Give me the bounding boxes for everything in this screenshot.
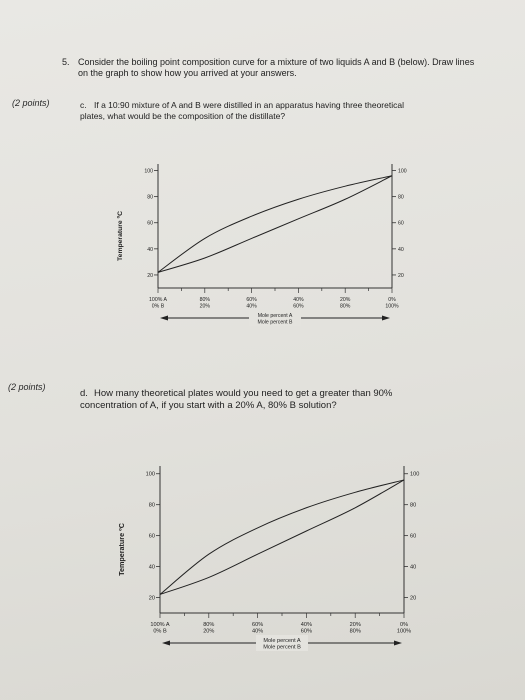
y-tick-label-right: 80 <box>410 503 416 509</box>
x-axis-label-b: Mole percent B <box>263 645 301 651</box>
x-tick-label-a: 40% <box>293 297 304 303</box>
y-tick-label-left: 80 <box>147 195 153 201</box>
x-tick-label-b: 80% <box>340 304 351 310</box>
x-tick-label-b: 100% <box>397 629 411 635</box>
y-tick-label-left: 20 <box>149 596 155 602</box>
y-tick-label-right: 40 <box>398 247 404 253</box>
question-text: Consider the boiling point composition c… <box>78 57 475 78</box>
x-tick-label-a: 40% <box>301 622 312 628</box>
x-tick-label-a: 60% <box>246 297 257 303</box>
part-c-points: (2 points) <box>12 98 50 108</box>
y-axis-label: Temperature ºC <box>117 523 126 576</box>
part-d-question: d. How many theoretical plates would you … <box>80 388 450 412</box>
y-tick-label-right: 100 <box>398 169 407 175</box>
y-tick-label-right: 60 <box>398 221 404 227</box>
x-axis-label-a: Mole percent A <box>258 313 293 319</box>
x-tick-label-b: 80% <box>350 629 361 635</box>
part-c-question: c. If a 10:90 mixture of A and B were dis… <box>80 100 410 121</box>
x-tick-label-a: 80% <box>203 622 214 628</box>
x-label-backdrop <box>249 310 301 326</box>
x-tick-label-a: 100% A <box>150 622 170 628</box>
part-d-text: How many theoretical plates would you ne… <box>80 388 393 411</box>
y-tick-label-right: 40 <box>410 565 416 571</box>
x-tick-label-b: 20% <box>200 304 211 310</box>
x-label-backdrop <box>256 635 308 651</box>
x-axis-arrow-left <box>162 640 170 646</box>
y-tick-label-right: 60 <box>410 534 416 540</box>
x-tick-label-b: 20% <box>203 629 214 635</box>
x-tick-label-a: 80% <box>200 297 211 303</box>
x-axis-label-a: Mole percent A <box>263 638 301 644</box>
x-tick-label-b: 40% <box>252 629 263 635</box>
x-tick-label-a: 20% <box>340 297 351 303</box>
part-d-letter: d. <box>80 388 88 399</box>
x-tick-label-b: 0% B <box>153 629 167 635</box>
y-tick-label-right: 20 <box>410 596 416 602</box>
part-d-points: (2 points) <box>8 382 46 392</box>
liquid-curve <box>157 175 393 273</box>
x-tick-label-b: 100% <box>385 304 399 310</box>
x-axis-arrow-right <box>382 315 390 321</box>
x-tick-label-b: 60% <box>301 629 312 635</box>
x-axis-arrow-left <box>160 315 168 321</box>
part-c-text: If a 10:90 mixture of A and B were disti… <box>80 100 404 121</box>
x-tick-label-a: 0% <box>400 622 408 628</box>
y-axis-label: Temperature ºC <box>117 211 124 261</box>
x-tick-label-a: 20% <box>350 622 361 628</box>
x-tick-label-b: 0% B <box>152 304 165 310</box>
x-tick-label-a: 60% <box>252 622 263 628</box>
x-tick-label-b: 60% <box>293 304 304 310</box>
x-axis-arrow-right <box>394 640 402 646</box>
y-tick-label-right: 100 <box>410 472 419 478</box>
y-tick-label-left: 20 <box>147 273 153 279</box>
vapor-curve <box>157 175 393 273</box>
y-tick-label-left: 100 <box>144 169 153 175</box>
x-axis-label-b: Mole percent B <box>258 320 293 326</box>
y-tick-label-left: 40 <box>149 565 155 571</box>
y-tick-label-left: 100 <box>146 472 155 478</box>
x-tick-label-b: 40% <box>246 304 257 310</box>
y-tick-label-left: 60 <box>147 221 153 227</box>
y-tick-label-right: 80 <box>398 195 404 201</box>
y-tick-label-left: 40 <box>147 247 153 253</box>
y-tick-label-right: 20 <box>398 273 404 279</box>
vapor-curve <box>159 479 405 595</box>
y-tick-label-left: 80 <box>149 503 155 509</box>
liquid-curve <box>159 479 405 595</box>
x-tick-label-a: 100% A <box>149 297 167 303</box>
question-number: 5. <box>62 57 70 67</box>
part-c-letter: c. <box>80 100 87 110</box>
y-tick-label-left: 60 <box>149 534 155 540</box>
x-tick-label-a: 0% <box>388 297 396 303</box>
